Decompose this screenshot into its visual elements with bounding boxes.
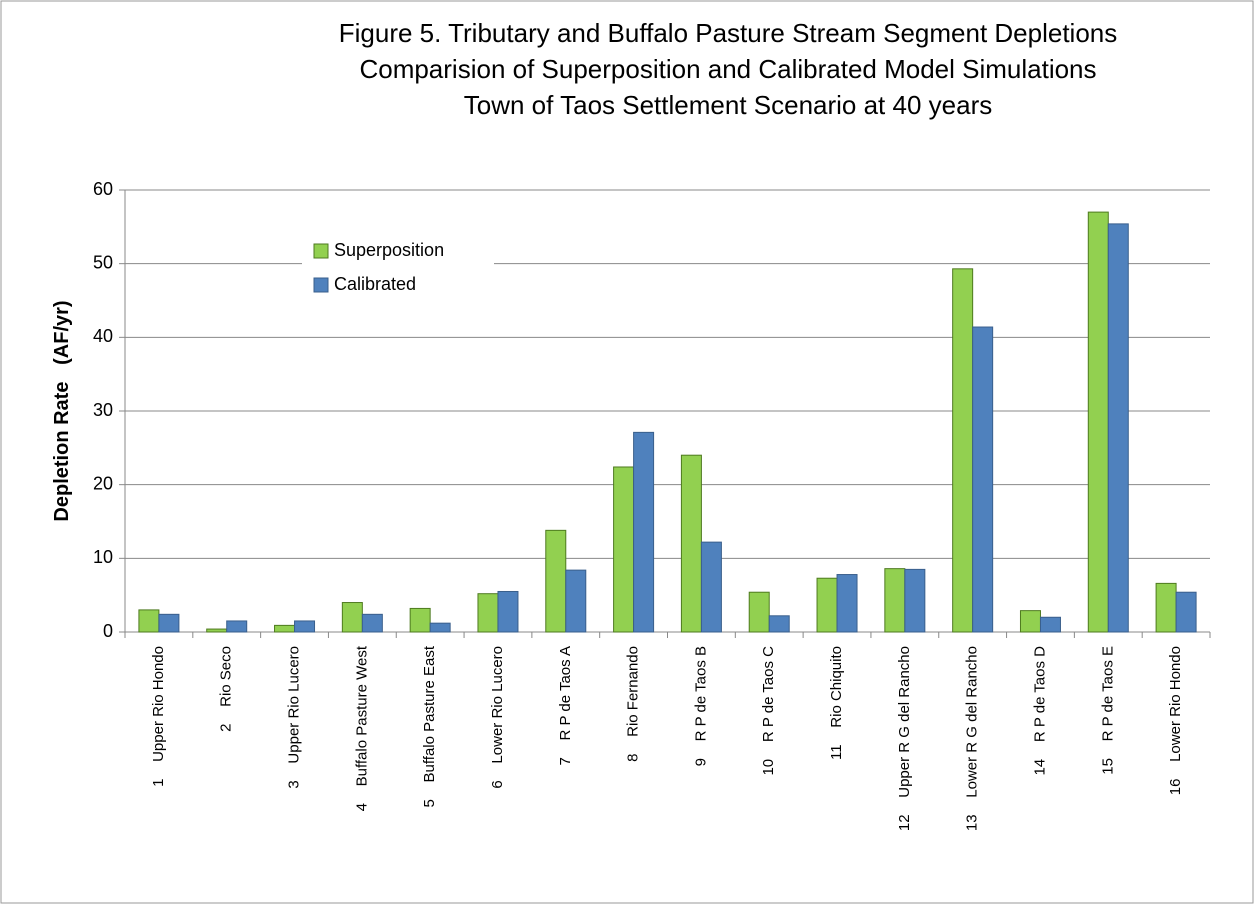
- bar: [226, 620, 248, 633]
- y-tick-label: 30: [93, 400, 113, 420]
- x-tick-label: 4 Buffalo Pasture West: [353, 645, 370, 811]
- bar: [768, 615, 790, 633]
- bar: [477, 593, 499, 633]
- bar: [972, 326, 994, 633]
- bar: [1107, 223, 1129, 633]
- bar: [206, 628, 228, 633]
- bar: [904, 568, 926, 633]
- bar: [1087, 211, 1109, 633]
- bar: [138, 609, 160, 633]
- bar: [545, 529, 567, 633]
- bar: [1155, 582, 1177, 633]
- chart-title: Comparision of Superposition and Calibra…: [359, 54, 1096, 84]
- bar: [1039, 616, 1061, 633]
- legend-label: Calibrated: [334, 274, 416, 294]
- bar: [565, 569, 587, 633]
- bar: [294, 620, 316, 633]
- y-tick-label: 50: [93, 252, 113, 272]
- chart-title: Town of Taos Settlement Scenario at 40 y…: [464, 90, 992, 120]
- bar: [1175, 591, 1197, 633]
- x-tick-label: 14 R P de Taos D: [1031, 646, 1048, 776]
- x-tick-label: 13 Lower R G del Rancho: [964, 646, 981, 831]
- x-tick-label: 11 Rio Chiquito: [828, 646, 845, 760]
- legend-swatch: [313, 277, 329, 293]
- bar: [497, 590, 519, 633]
- bar: [1019, 610, 1041, 633]
- bar: [158, 613, 180, 633]
- y-tick-label: 60: [93, 179, 113, 199]
- bar: [613, 466, 635, 633]
- legend-swatch: [313, 243, 329, 259]
- bar: [274, 624, 296, 633]
- x-tick-label: 3 Upper Rio Lucero: [286, 646, 303, 789]
- x-tick-label: 10 R P de Taos C: [760, 646, 777, 776]
- x-tick-label: 15 R P de Taos E: [1099, 646, 1116, 775]
- bar: [700, 541, 722, 633]
- x-tick-label: 6 Lower Rio Lucero: [489, 646, 506, 789]
- legend-box: [302, 232, 494, 304]
- bar: [361, 613, 383, 633]
- bar: [884, 568, 906, 633]
- y-tick-label: 0: [103, 621, 113, 641]
- x-tick-label: 12 Upper R G del Rancho: [896, 646, 913, 831]
- chart-title: Figure 5. Tributary and Buffalo Pasture …: [339, 18, 1118, 48]
- bar: [341, 602, 363, 633]
- x-tick-label: 5 Buffalo Pasture East: [421, 645, 438, 807]
- x-tick-label: 9 R P de Taos B: [692, 646, 709, 766]
- x-tick-label: 16 Lower Rio Hondo: [1167, 646, 1184, 795]
- bar: [633, 431, 655, 633]
- bar: [680, 454, 702, 633]
- bar: [748, 591, 770, 633]
- bar: [409, 607, 431, 633]
- bar: [816, 577, 838, 633]
- x-tick-label: 1 Upper Rio Hondo: [150, 646, 167, 787]
- bar: [836, 574, 858, 633]
- x-tick-label: 2 Rio Seco: [218, 646, 235, 732]
- x-tick-label: 7 R P de Taos A: [557, 646, 574, 766]
- x-tick-label: 8 Rio Fernando: [625, 646, 642, 762]
- y-tick-label: 10: [93, 547, 113, 567]
- y-tick-label: 20: [93, 473, 113, 493]
- legend-label: Superposition: [334, 240, 444, 260]
- bar: [429, 622, 451, 633]
- y-axis-label: Depletion Rate (AF/yr): [51, 300, 73, 521]
- y-tick-label: 40: [93, 326, 113, 346]
- bar: [952, 268, 974, 633]
